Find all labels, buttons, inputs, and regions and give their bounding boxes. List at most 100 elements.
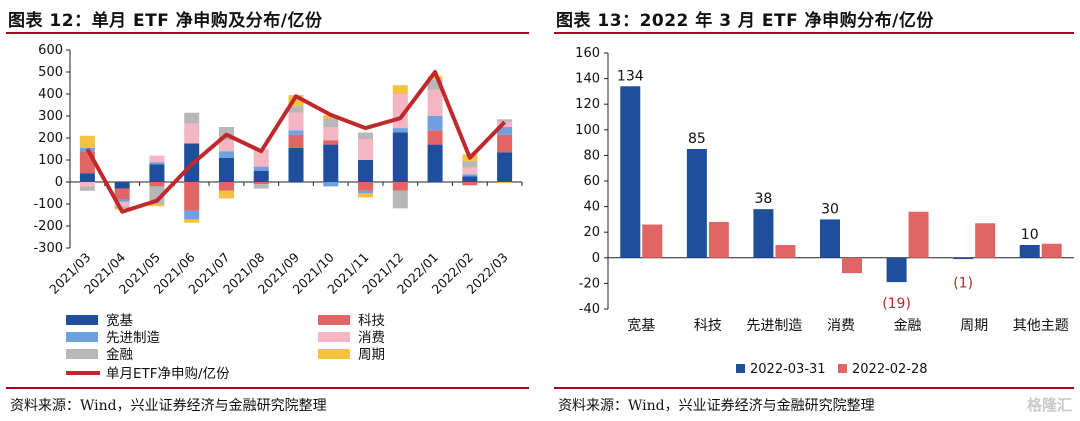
bar-segment (427, 116, 443, 131)
bar-segment (288, 106, 304, 113)
x-tick-label: 周期 (960, 318, 988, 334)
bar-segment (497, 134, 513, 153)
right-source: 资料来源：Wind，兴业证券经济与金融研究院整理 (558, 398, 875, 414)
bar-segment (288, 147, 304, 182)
bar-segment (462, 174, 478, 177)
bar (953, 257, 974, 260)
legend-label: 2022-02-28 (852, 362, 928, 377)
y-tick-label: 300 (38, 109, 63, 124)
y-tick-label: 20 (583, 225, 600, 240)
bar (1019, 245, 1040, 258)
y-tick-label: 100 (38, 153, 63, 168)
y-tick-label: 0 (592, 251, 600, 266)
bar-segment (184, 123, 200, 144)
bar (908, 211, 929, 258)
left-top-rule (6, 32, 529, 34)
bar (686, 149, 707, 258)
bar-segment (288, 112, 304, 131)
watermark-logo: 格隆汇 (1026, 396, 1072, 414)
bar-segment (427, 89, 443, 116)
y-tick-label: 0 (55, 175, 63, 190)
bar-segment (392, 190, 408, 209)
y-tick-label: 60 (583, 174, 600, 189)
y-tick-label: 200 (38, 131, 63, 146)
bar (642, 224, 663, 258)
bar-segment (392, 85, 408, 94)
y-tick-label: 100 (575, 123, 600, 138)
net-subscription-line (85, 70, 507, 214)
legend-swatch (318, 315, 350, 325)
y-tick-label: -300 (33, 241, 63, 256)
bar-segment (358, 182, 374, 191)
bar-segment (427, 79, 443, 90)
right-bottom-rule (554, 387, 1074, 389)
bar-segment (323, 182, 339, 187)
left-chart: -300-200-10001002003004005006002021/0320… (33, 43, 523, 382)
bar-segment (218, 151, 234, 158)
legend-swatch (66, 332, 98, 342)
bar (842, 257, 862, 274)
y-tick-label: 500 (38, 65, 63, 80)
right-chart: -40 -20 0 20 40 60 80 100 120 140 160 134 宽基 85 科技 38 先进… (575, 46, 1074, 377)
bar-segment (392, 128, 408, 133)
bar-segment (184, 210, 200, 220)
bar-segment (79, 173, 95, 182)
bar-segment (323, 144, 339, 182)
bar-segment (114, 206, 130, 209)
data-label: 85 (688, 131, 706, 147)
x-tick-label: 宽基 (627, 317, 655, 334)
bar-segment (358, 139, 374, 160)
x-tick-label: 先进制造 (746, 318, 802, 334)
bar (820, 219, 840, 258)
bar-segment (427, 144, 443, 182)
legend-label: 科技 (358, 313, 385, 329)
bar-segment (149, 182, 165, 187)
x-tick-label: 金融 (894, 318, 922, 334)
legend-swatch (66, 349, 98, 359)
bar-segment (497, 182, 513, 184)
left-source: 资料来源：Wind，兴业证券经济与金融研究院整理 (10, 398, 327, 414)
y-tick-label: 160 (575, 46, 600, 61)
bar-segment (253, 184, 269, 189)
data-label: 38 (755, 191, 773, 207)
legend-label: 消费 (358, 330, 385, 346)
bar-segment (323, 140, 339, 145)
bar-segment (218, 182, 234, 191)
y-tick-label: 80 (583, 148, 600, 163)
bar-segment (462, 161, 478, 168)
data-label: 10 (1021, 227, 1039, 243)
bar-segment (358, 190, 374, 193)
bar-segment (288, 95, 304, 107)
legend-label: 单月ETF净申购/亿份 (106, 366, 230, 382)
left-panel: 图表 12：单月 ETF 净申购及分布/亿份 -300 -200 -100 0 100 2… (0, 0, 535, 421)
legend-label: 周期 (358, 347, 385, 363)
bar-segment (149, 162, 165, 165)
right-panel: 图表 13：2022 年 3 月 ETF 净申购分布/亿份 -40 -20 0 20 4… (548, 0, 1080, 421)
bar-segment (253, 166, 269, 171)
right-top-rule (554, 32, 1074, 34)
y-tick-label: 120 (575, 97, 600, 112)
legend-swatch (318, 349, 350, 359)
bar-segment (79, 186, 95, 191)
bar-segment (497, 127, 513, 135)
y-tick-label: 400 (38, 87, 63, 102)
bar-segment (392, 132, 408, 182)
legend-swatch (318, 332, 350, 342)
bar-segment (462, 176, 478, 182)
legend-swatch (66, 315, 98, 325)
bar-segment (218, 190, 234, 199)
bar-segment (114, 199, 130, 202)
bar-segment (462, 182, 478, 186)
data-label: (19) (882, 296, 911, 312)
x-tick-label: 消费 (827, 318, 855, 334)
y-tick-label: -200 (33, 219, 63, 234)
bar-segment (497, 119, 513, 122)
left-bottom-rule (6, 387, 529, 389)
y-tick-label: 140 (575, 72, 600, 87)
bar-segment (114, 182, 130, 189)
bar-segment (79, 182, 95, 187)
x-tick-label: 其他主题 (1013, 318, 1069, 334)
x-tick-label: 科技 (694, 318, 722, 334)
bar-segment (218, 157, 234, 182)
bar-segment (114, 188, 130, 200)
